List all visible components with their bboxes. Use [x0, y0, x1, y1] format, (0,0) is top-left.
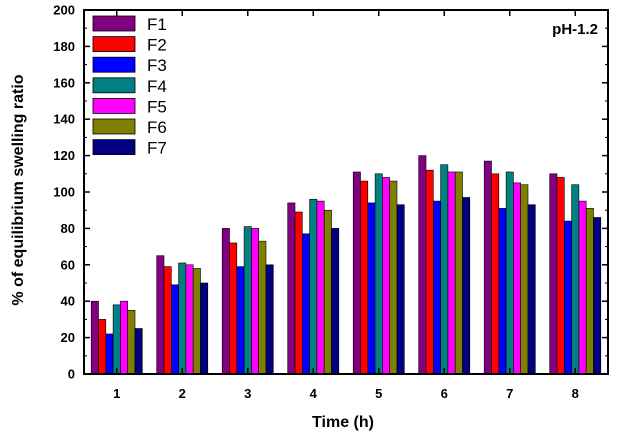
y-tick-label: 140: [53, 112, 75, 127]
bar-f5-t5: [382, 177, 390, 375]
bar-f3-t1: [105, 333, 114, 375]
x-tick-label: 8: [572, 386, 579, 401]
legend-swatch-f5: [92, 98, 136, 114]
bar-f4-t5: [374, 173, 383, 375]
bar-f2-t4: [294, 211, 303, 375]
bar-f3-t4: [301, 233, 310, 375]
bar-f1-t7: [483, 160, 492, 375]
bar-f3-t6: [432, 200, 441, 375]
x-tick-label: 4: [310, 386, 318, 401]
y-tick-label: 40: [61, 294, 75, 309]
bar-f1-t2: [156, 255, 165, 375]
bar-f4-t2: [178, 262, 187, 375]
bar-f4-t6: [440, 164, 449, 375]
bar-f1-t1: [90, 300, 99, 375]
bar-f6-t3: [258, 240, 267, 375]
bar-f2-t8: [556, 177, 565, 375]
bar-f2-t1: [98, 319, 107, 375]
bar-f5-t4: [316, 200, 325, 375]
bar-f4-t7: [505, 171, 514, 375]
bar-f7-t4: [331, 228, 340, 375]
legend-label-f5: F5: [147, 97, 167, 116]
legend-swatch-f6: [92, 118, 136, 135]
bar-f5-t8: [578, 200, 587, 375]
bar-f3-t2: [171, 284, 179, 375]
bar-f7-t8: [593, 217, 602, 375]
y-tick-label: 20: [61, 330, 75, 345]
bar-f6-t1: [127, 309, 136, 375]
y-tick-label: 120: [53, 148, 75, 163]
bar-f6-t7: [520, 184, 529, 375]
bar-f2-t7: [491, 173, 500, 375]
bar-f6-t2: [192, 268, 201, 375]
bar-f6-t8: [585, 208, 594, 375]
bar-f7-t7: [527, 204, 536, 375]
bar-f4-t3: [243, 226, 252, 375]
bar-f5-t6: [447, 171, 456, 375]
legend-swatch-f1: [92, 15, 136, 32]
y-tick-label: 200: [53, 3, 75, 18]
legend-label-f1: F1: [147, 15, 167, 34]
bar-f6-t5: [389, 180, 398, 375]
bars-layer: [90, 155, 602, 375]
bar-f7-t2: [200, 282, 209, 375]
bar-f6-t6: [454, 171, 463, 375]
x-tick-label: 1: [113, 386, 120, 401]
bar-f7-t1: [134, 328, 143, 375]
legend-label-f6: F6: [147, 118, 167, 137]
y-tick-label: 100: [53, 185, 75, 200]
x-axis-title: Time (h): [312, 414, 374, 431]
bar-f3-t7: [498, 208, 507, 375]
bar-f3-t5: [367, 202, 376, 375]
bar-f5-t2: [185, 264, 194, 375]
bar-f1-t6: [418, 155, 427, 375]
bar-f4-t8: [571, 184, 580, 375]
x-tick-label: 3: [244, 386, 251, 401]
bar-f2-t5: [360, 180, 369, 375]
y-tick-label: 80: [61, 221, 75, 236]
legend-label-f4: F4: [147, 77, 167, 96]
bar-f3-t3: [236, 266, 245, 375]
legend-label-f7: F7: [147, 139, 167, 158]
chart-annotation: pH-1.2: [552, 21, 598, 38]
bar-f5-t7: [513, 182, 522, 375]
bar-f1-t5: [352, 171, 361, 375]
bar-f1-t8: [549, 173, 558, 375]
legend-label-f2: F2: [147, 36, 167, 55]
bar-f2-t2: [163, 266, 172, 375]
bar-f1-t3: [221, 228, 230, 375]
bar-f3-t8: [563, 220, 572, 375]
y-tick-label: 160: [53, 75, 75, 90]
x-tick-label: 2: [179, 386, 186, 401]
bar-f4-t1: [112, 304, 121, 375]
bar-f1-t4: [287, 202, 296, 375]
bar-f5-t3: [251, 228, 259, 375]
y-tick-label: 180: [53, 39, 75, 54]
x-tick-label: 7: [506, 386, 513, 401]
x-tick-label: 6: [441, 386, 448, 401]
bar-f6-t4: [323, 209, 332, 375]
bar-f2-t3: [229, 242, 238, 375]
y-tick-label: 0: [68, 367, 75, 382]
bar-f7-t3: [265, 264, 274, 375]
legend-swatch-f4: [92, 77, 136, 94]
legend-swatch-f7: [92, 139, 136, 156]
bar-f2-t6: [425, 169, 434, 375]
y-axis-title: % of equilibrium swelling ratio: [10, 74, 27, 305]
legend-swatch-f2: [92, 36, 136, 52]
x-tick-label: 5: [375, 386, 382, 401]
bar-f7-t5: [396, 204, 405, 375]
legend-swatch-f3: [92, 56, 136, 73]
bar-f4-t4: [309, 198, 318, 375]
legend-label-f3: F3: [147, 56, 167, 75]
y-tick-label: 60: [61, 257, 75, 272]
bar-f7-t6: [462, 197, 471, 375]
bar-f5-t1: [120, 300, 129, 375]
axes-layer: 0 20 40 60 80 100 120 140 160 180 200 1 2 3 4 5 6 7 8: [53, 3, 609, 401]
